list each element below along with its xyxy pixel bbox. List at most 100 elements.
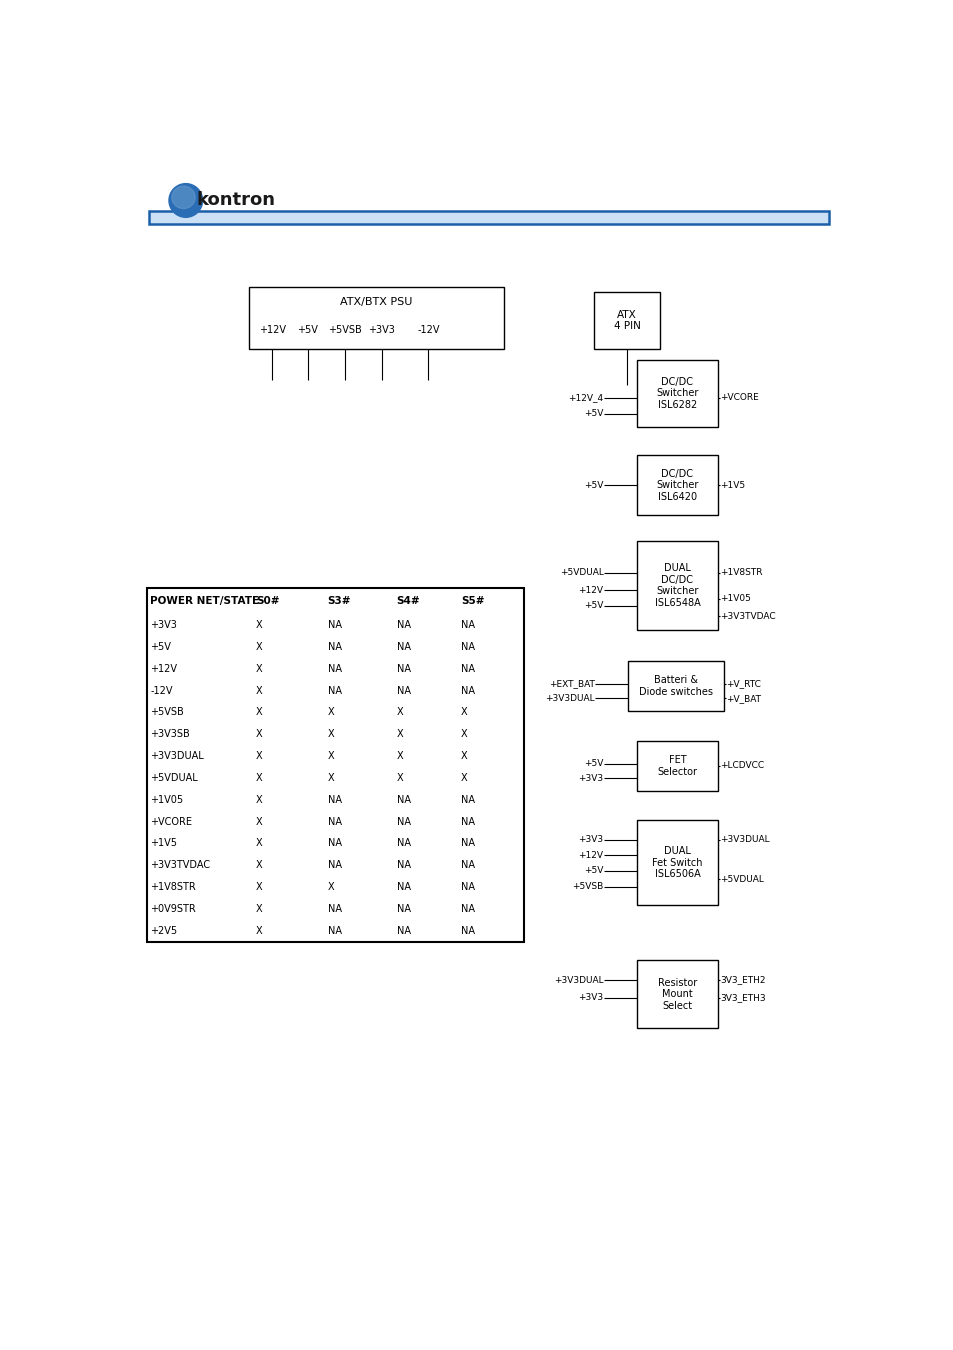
Text: +12V: +12V — [258, 325, 286, 335]
Ellipse shape — [169, 184, 202, 217]
FancyBboxPatch shape — [637, 359, 718, 427]
Text: X: X — [255, 729, 262, 740]
Text: X: X — [255, 838, 262, 848]
Text: NA: NA — [396, 860, 410, 871]
Text: +3V3: +3V3 — [368, 325, 395, 335]
FancyBboxPatch shape — [637, 960, 718, 1027]
Text: +2V5: +2V5 — [151, 926, 177, 936]
Text: NA: NA — [396, 664, 410, 674]
Text: 3V3_ETH2: 3V3_ETH2 — [720, 976, 765, 984]
Text: +5V: +5V — [151, 643, 171, 652]
Text: X: X — [328, 882, 334, 892]
Text: +V_RTC: +V_RTC — [725, 679, 760, 688]
Text: +5V: +5V — [297, 325, 318, 335]
Text: 3V3_ETH3: 3V3_ETH3 — [720, 994, 765, 1002]
Text: X: X — [460, 774, 467, 783]
FancyBboxPatch shape — [149, 211, 828, 224]
Text: +3V3TVDAC: +3V3TVDAC — [151, 860, 211, 871]
Text: X: X — [396, 729, 403, 740]
Text: NA: NA — [460, 926, 475, 936]
Text: NA: NA — [460, 882, 475, 892]
Text: NA: NA — [328, 860, 341, 871]
Text: NA: NA — [328, 926, 341, 936]
Text: +5VDUAL: +5VDUAL — [559, 568, 603, 576]
Text: NA: NA — [460, 664, 475, 674]
Text: NA: NA — [460, 686, 475, 695]
Text: +3V3DUAL: +3V3DUAL — [544, 694, 594, 703]
Text: X: X — [460, 729, 467, 740]
Text: +1V8STR: +1V8STR — [720, 568, 762, 576]
Text: -12V: -12V — [151, 686, 172, 695]
Text: NA: NA — [328, 795, 341, 805]
Text: X: X — [328, 751, 334, 761]
Text: X: X — [255, 904, 262, 914]
Text: DC/DC
Switcher
ISL6420: DC/DC Switcher ISL6420 — [656, 468, 698, 502]
Text: X: X — [255, 643, 262, 652]
Text: POWER NET/STATE: POWER NET/STATE — [151, 597, 259, 606]
Text: +3V3TVDAC: +3V3TVDAC — [720, 612, 775, 621]
Text: NA: NA — [460, 838, 475, 848]
Text: +5VSB: +5VSB — [328, 325, 361, 335]
Text: +3V3: +3V3 — [578, 994, 603, 1002]
Text: +12V_4: +12V_4 — [568, 393, 603, 402]
Text: S3#: S3# — [328, 597, 351, 606]
Text: ATX/BTX PSU: ATX/BTX PSU — [339, 297, 412, 308]
Text: NA: NA — [328, 904, 341, 914]
Text: +5VSB: +5VSB — [572, 882, 603, 891]
FancyBboxPatch shape — [637, 741, 718, 791]
Text: X: X — [255, 751, 262, 761]
Text: NA: NA — [396, 686, 410, 695]
Text: S4#: S4# — [396, 597, 419, 606]
Text: X: X — [255, 620, 262, 630]
Text: S0#: S0# — [255, 597, 279, 606]
FancyBboxPatch shape — [249, 286, 503, 350]
FancyBboxPatch shape — [594, 292, 659, 350]
Text: +3V3SB: +3V3SB — [151, 729, 190, 740]
Text: NA: NA — [460, 643, 475, 652]
Text: X: X — [328, 774, 334, 783]
Text: X: X — [255, 817, 262, 826]
Text: +3V3: +3V3 — [578, 836, 603, 844]
Text: NA: NA — [460, 904, 475, 914]
Text: X: X — [255, 882, 262, 892]
Text: +5V: +5V — [583, 601, 603, 610]
Text: NA: NA — [396, 620, 410, 630]
Text: +5VDUAL: +5VDUAL — [720, 875, 763, 884]
Text: X: X — [255, 774, 262, 783]
Text: NA: NA — [328, 643, 341, 652]
Text: +1V05: +1V05 — [720, 594, 750, 603]
Text: X: X — [396, 707, 403, 717]
Text: X: X — [328, 729, 334, 740]
Text: +3V3: +3V3 — [151, 620, 177, 630]
Text: +5VSB: +5VSB — [151, 707, 184, 717]
Text: NA: NA — [328, 686, 341, 695]
FancyBboxPatch shape — [627, 662, 723, 711]
Text: NA: NA — [460, 795, 475, 805]
Text: +12V: +12V — [578, 850, 603, 860]
Text: +5V: +5V — [583, 481, 603, 490]
Text: Batteri &
Diode switches: Batteri & Diode switches — [639, 675, 712, 697]
Text: +EXT_BAT: +EXT_BAT — [548, 679, 594, 688]
Text: X: X — [255, 707, 262, 717]
Text: +5V: +5V — [583, 867, 603, 875]
Text: DC/DC
Switcher
ISL6282: DC/DC Switcher ISL6282 — [656, 377, 698, 410]
Text: +3V3: +3V3 — [578, 774, 603, 783]
Text: -12V: -12V — [416, 325, 439, 335]
Text: kontron: kontron — [196, 192, 275, 209]
Text: NA: NA — [460, 620, 475, 630]
Text: +1V5: +1V5 — [151, 838, 177, 848]
Text: NA: NA — [460, 860, 475, 871]
Text: NA: NA — [396, 926, 410, 936]
Text: X: X — [460, 707, 467, 717]
Text: X: X — [255, 926, 262, 936]
Text: X: X — [396, 774, 403, 783]
FancyBboxPatch shape — [637, 455, 718, 516]
Text: NA: NA — [396, 882, 410, 892]
Text: NA: NA — [328, 620, 341, 630]
Text: Resistor
Mount
Select: Resistor Mount Select — [658, 977, 697, 1011]
Text: +0V9STR: +0V9STR — [151, 904, 196, 914]
Text: X: X — [255, 664, 262, 674]
Text: +5VDUAL: +5VDUAL — [151, 774, 198, 783]
FancyBboxPatch shape — [637, 819, 718, 906]
Text: NA: NA — [328, 838, 341, 848]
